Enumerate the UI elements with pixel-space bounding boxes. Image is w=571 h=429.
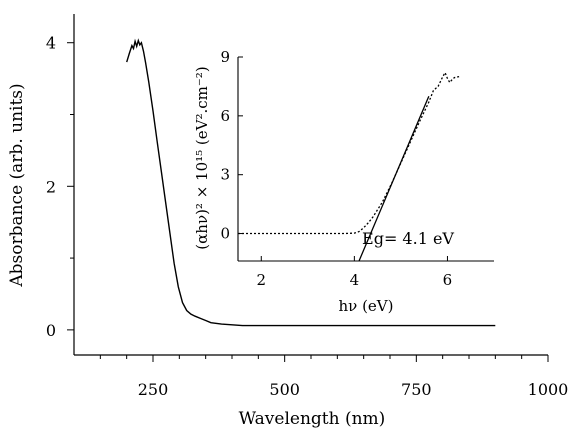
main-x-tick-label: 750 [401, 380, 432, 399]
main-x-tick-label: 500 [269, 380, 300, 399]
inset-x-tick-label: 4 [350, 271, 360, 289]
inset-x-tick-label: 2 [256, 271, 266, 289]
inset-y-tick-label: 0 [220, 225, 230, 243]
inset-y-tick-label: 3 [220, 166, 230, 184]
main-y-tick-label: 2 [46, 177, 56, 196]
inset-plot: 2 4 6 0 3 6 9 Eg= 4.1 eV hν (eV) (αhν)² × 10¹⁵… [193, 48, 494, 315]
inset-y-tick-label: 9 [220, 48, 230, 66]
inset-annotation-eg: Eg= 4.1 eV [362, 229, 454, 248]
inset-linear-fit-line [358, 95, 430, 262]
main-y-axis-label: Absorbance (arb. units) [7, 83, 27, 287]
absorbance-series-line [126, 38, 496, 327]
inset-data-dotted-line [238, 71, 460, 235]
main-y-tick-label: 4 [46, 34, 56, 53]
main-plot: 250 500 750 1000 0 2 4 Wavelength (nm) Absorba… [7, 14, 568, 429]
inset-x-tick-label: 6 [443, 271, 453, 289]
inset-y-tick-label: 6 [220, 107, 230, 125]
main-y-tick-label: 0 [46, 321, 56, 340]
inset-y-axis-label: (αhν)² × 10¹⁵ (eV².cm⁻²) [193, 66, 211, 249]
main-x-tick-label: 1000 [528, 380, 569, 399]
main-x-axis-label: Wavelength (nm) [239, 409, 386, 429]
inset-x-axis-label: hν (eV) [339, 297, 394, 315]
main-x-tick-label: 250 [138, 380, 169, 399]
